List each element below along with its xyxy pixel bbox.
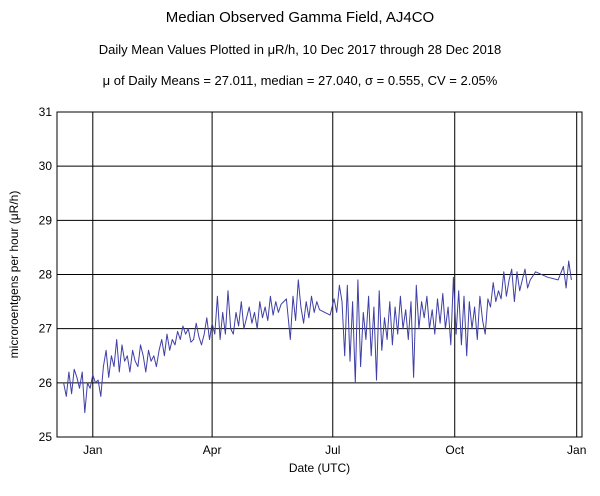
- chart-statistics: μ of Daily Means = 27.011, median = 27.0…: [102, 73, 498, 88]
- y-tick-label: 26: [39, 376, 53, 390]
- y-tick-labels: 25 26 27 28 29 30 31: [39, 105, 53, 444]
- chart-subtitle: Daily Mean Values Plotted in μR/h, 10 De…: [98, 42, 502, 57]
- chart-title: Median Observed Gamma Field, AJ4CO: [165, 9, 435, 26]
- x-tick-label: Jan: [83, 443, 102, 457]
- series-line: [63, 260, 572, 414]
- x-tick-label: Jan: [567, 443, 586, 457]
- y-axis-label: microroentgens per hour (μR/h): [7, 191, 21, 359]
- x-axis-label: Date (UTC): [289, 461, 350, 475]
- y-tick-label: 28: [39, 268, 53, 282]
- y-tick-label: 25: [39, 430, 53, 444]
- y-tick-label: 31: [39, 105, 53, 119]
- x-tick-labels: Jan Apr Jul Oct Jan: [83, 443, 586, 457]
- x-tick-label: Oct: [445, 443, 464, 457]
- series-layer: [63, 260, 572, 414]
- plot-frame: [56, 111, 583, 438]
- y-tick-label: 27: [39, 322, 53, 336]
- x-tick-label: Jul: [325, 443, 340, 457]
- y-tick-label: 29: [39, 213, 53, 227]
- x-tick-label: Apr: [203, 443, 222, 457]
- y-tick-label: 30: [39, 159, 53, 173]
